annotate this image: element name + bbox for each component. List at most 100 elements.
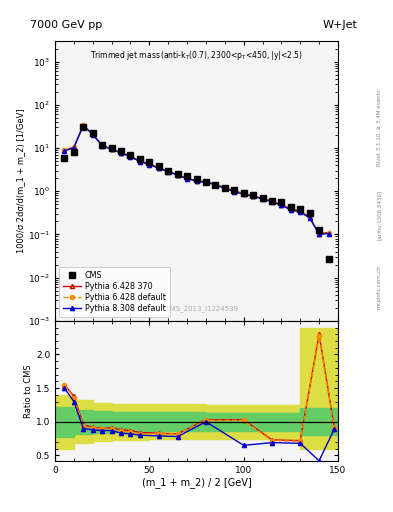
Pythia 6.428 370	[156, 165, 161, 171]
Pythia 6.428 370	[270, 198, 274, 204]
Pythia 6.428 370	[232, 188, 237, 194]
Pythia 6.428 370	[72, 144, 76, 150]
CMS	[279, 199, 284, 205]
Pythia 8.308 default	[90, 132, 95, 138]
Pythia 6.428 370	[213, 181, 218, 187]
CMS	[251, 193, 255, 199]
Text: CMS_2013_I1224539: CMS_2013_I1224539	[166, 306, 239, 312]
Pythia 6.428 370	[307, 214, 312, 220]
CMS	[260, 195, 265, 201]
Pythia 6.428 370	[90, 131, 95, 137]
CMS	[185, 174, 189, 180]
Pythia 8.308 default	[156, 165, 161, 172]
Pythia 8.308 default	[279, 202, 284, 208]
Pythia 8.308 default	[204, 179, 208, 185]
Text: mcplots.cern.ch: mcplots.cern.ch	[377, 265, 382, 309]
Line: Pythia 8.308 default: Pythia 8.308 default	[62, 123, 331, 237]
CMS	[109, 145, 114, 151]
CMS	[232, 187, 237, 194]
CMS	[138, 156, 142, 162]
Pythia 8.308 default	[194, 178, 199, 184]
Pythia 6.428 default	[109, 146, 114, 152]
Pythia 6.428 default	[194, 178, 199, 184]
Pythia 8.308 default	[62, 148, 67, 154]
CMS	[270, 198, 274, 204]
Pythia 6.428 370	[109, 146, 114, 152]
Pythia 6.428 default	[175, 172, 180, 178]
Pythia 6.428 default	[90, 131, 95, 137]
Pythia 6.428 370	[185, 175, 189, 181]
Pythia 6.428 default	[317, 231, 321, 237]
Line: Pythia 6.428 370: Pythia 6.428 370	[62, 123, 331, 236]
Line: CMS: CMS	[62, 124, 331, 262]
Pythia 6.428 370	[175, 172, 180, 178]
Pythia 8.308 default	[213, 182, 218, 188]
Pythia 6.428 370	[326, 229, 331, 236]
CMS	[213, 182, 218, 188]
CMS	[147, 159, 152, 165]
Pythia 6.428 default	[222, 185, 227, 191]
Pythia 6.428 default	[279, 202, 284, 208]
Pythia 6.428 370	[62, 147, 67, 154]
Pythia 8.308 default	[119, 150, 123, 156]
Pythia 8.308 default	[147, 161, 152, 167]
Pythia 6.428 370	[166, 168, 171, 174]
Pythia 6.428 default	[166, 168, 171, 175]
Pythia 6.428 370	[298, 208, 303, 214]
Pythia 6.428 370	[260, 196, 265, 202]
Pythia 6.428 370	[204, 179, 208, 185]
Pythia 8.308 default	[241, 191, 246, 197]
Pythia 6.428 default	[326, 230, 331, 236]
Pythia 8.308 default	[317, 231, 321, 238]
Pythia 8.308 default	[251, 194, 255, 200]
Pythia 8.308 default	[185, 176, 189, 182]
CMS	[81, 124, 86, 131]
Pythia 6.428 default	[156, 165, 161, 172]
Pythia 8.308 default	[100, 143, 105, 149]
Pythia 6.428 default	[185, 175, 189, 181]
Pythia 6.428 370	[288, 206, 293, 212]
Pythia 6.428 default	[232, 188, 237, 194]
Pythia 8.308 default	[326, 230, 331, 237]
Pythia 6.428 default	[213, 181, 218, 187]
Pythia 8.308 default	[109, 146, 114, 153]
Pythia 8.308 default	[270, 199, 274, 205]
CMS	[90, 130, 95, 136]
Y-axis label: 1000/σ 2dσ/d(m_1 + m_2) [1/GeV]: 1000/σ 2dσ/d(m_1 + m_2) [1/GeV]	[16, 109, 25, 253]
X-axis label: (m_1 + m_2) / 2 [GeV]: (m_1 + m_2) / 2 [GeV]	[141, 477, 252, 488]
Pythia 8.308 default	[166, 168, 171, 175]
CMS	[166, 167, 171, 174]
Pythia 6.428 default	[81, 122, 86, 129]
Pythia 6.428 default	[62, 147, 67, 154]
Pythia 8.308 default	[232, 188, 237, 195]
Pythia 6.428 default	[72, 144, 76, 150]
Pythia 6.428 370	[100, 142, 105, 148]
Pythia 8.308 default	[288, 207, 293, 213]
Text: W+Jet: W+Jet	[323, 20, 358, 30]
Pythia 6.428 370	[317, 230, 321, 237]
Pythia 6.428 default	[251, 193, 255, 199]
Pythia 6.428 default	[260, 196, 265, 202]
Pythia 8.308 default	[81, 122, 86, 129]
Pythia 8.308 default	[307, 215, 312, 221]
Pythia 6.428 370	[241, 190, 246, 197]
Pythia 6.428 default	[119, 150, 123, 156]
CMS	[204, 179, 208, 185]
Pythia 8.308 default	[128, 154, 133, 160]
Pythia 6.428 default	[128, 153, 133, 159]
CMS	[128, 152, 133, 158]
Pythia 6.428 default	[100, 142, 105, 148]
Pythia 6.428 370	[222, 185, 227, 191]
Pythia 6.428 370	[119, 150, 123, 156]
Pythia 6.428 370	[128, 153, 133, 159]
CMS	[298, 206, 303, 212]
CMS	[119, 148, 123, 154]
Pythia 8.308 default	[298, 209, 303, 215]
Pythia 6.428 370	[194, 178, 199, 184]
Text: Trimmed jet mass$\,$(anti-k$_\mathregular{T}$(0.7), 2300<p$_\mathregular{T}$<450: Trimmed jet mass$\,$(anti-k$_\mathregula…	[90, 49, 303, 62]
CMS	[241, 190, 246, 196]
CMS	[307, 209, 312, 216]
Pythia 6.428 default	[147, 161, 152, 167]
Pythia 6.428 default	[138, 158, 142, 164]
Pythia 8.308 default	[260, 196, 265, 202]
